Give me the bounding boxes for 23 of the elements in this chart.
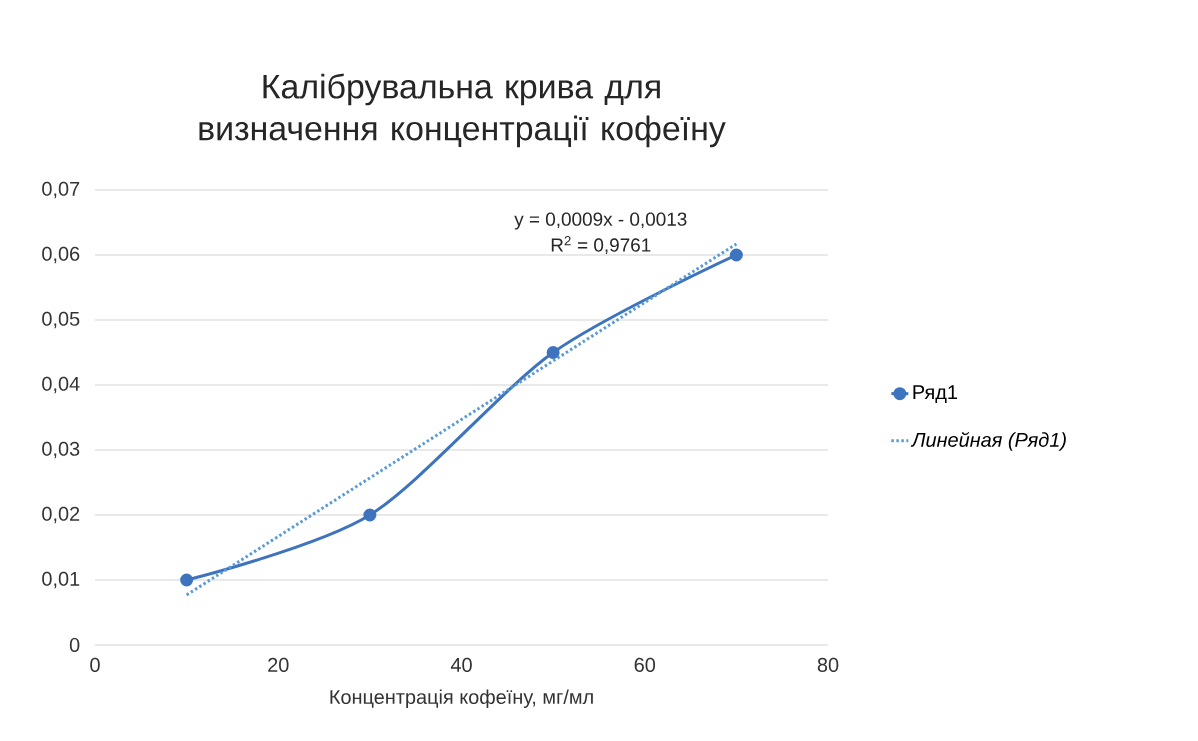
y-tick-label: 0,06 [42, 246, 80, 264]
y-tick-label: 0,01 [42, 571, 80, 589]
x-axis-title: Концентрація кофеїну, мг/мл [330, 689, 593, 708]
point [546, 345, 560, 359]
x-tick-label: 40 [450, 657, 472, 672]
x-tick-label: 60 [634, 657, 656, 672]
y-tick-label: 0,03 [42, 441, 80, 459]
point [729, 248, 743, 262]
legend-label: Линейная (Ряд1) [910, 431, 1066, 451]
y-tick-label: 0,04 [42, 376, 80, 394]
x-tick-label: 0 [90, 657, 100, 672]
x-tick-label: 80 [817, 657, 839, 672]
point [180, 573, 194, 587]
x-tick-label: 20 [268, 657, 289, 672]
chart-title: Калібрувальна крива для визначення концентрації кофеїну [199, 73, 726, 148]
y-tick-label: 0,05 [42, 311, 80, 329]
annotation: R$^{2}$ = 0,9761 [551, 236, 651, 254]
y-tick-label: 0,07 [42, 181, 80, 199]
y-tick-label: 0,02 [42, 506, 80, 524]
legend-label: Ряд1 [913, 385, 957, 403]
point [363, 508, 377, 522]
y-tick-label: 0 [69, 637, 80, 653]
annotation: y = 0,0009x - 0,0013 [514, 212, 687, 230]
